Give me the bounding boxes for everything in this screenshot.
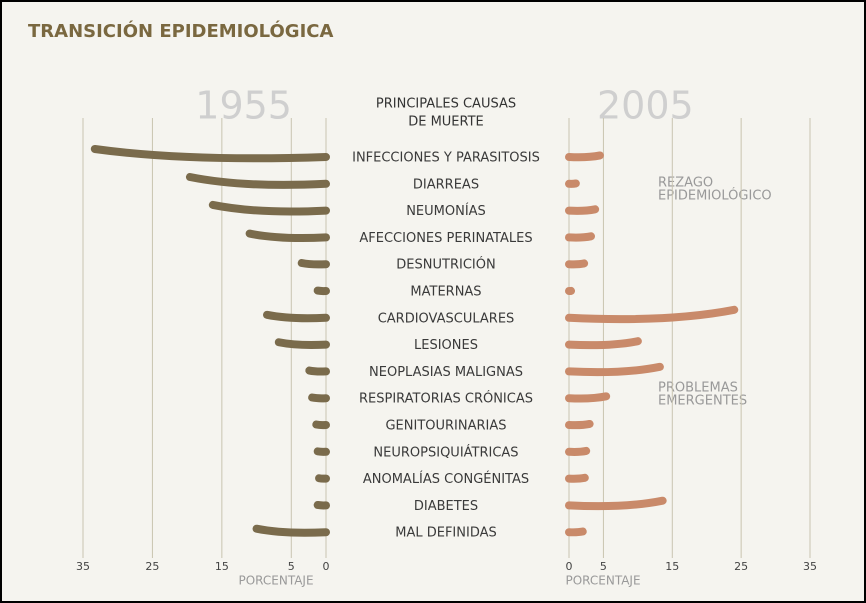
bar — [565, 473, 589, 483]
bar — [185, 172, 330, 189]
category-label: AFECCIONES PERINATALES — [359, 231, 532, 246]
annotation: EPIDEMIOLÓGICO — [658, 188, 772, 204]
bar — [565, 205, 600, 215]
bar — [262, 310, 330, 323]
bar — [565, 337, 642, 350]
series-title: 1955 — [195, 84, 292, 128]
category-label: GENITOURINARIAS — [385, 419, 506, 434]
annotation: REZAGO — [658, 176, 713, 191]
category-label: DIARREAS — [413, 177, 479, 192]
bar — [252, 524, 330, 537]
category-label: RESPIRATORIAS CRÓNICAS — [359, 391, 533, 407]
annotation: EMERGENTES — [658, 394, 747, 409]
x-tick-label: 35 — [76, 560, 90, 573]
bar — [565, 527, 587, 537]
bar — [565, 305, 739, 324]
bar — [565, 446, 591, 456]
x-tick-label: 0 — [323, 560, 330, 573]
header: DE MUERTE — [408, 115, 484, 130]
x-tick-label: 25 — [734, 560, 748, 573]
bar — [308, 393, 330, 403]
bar — [274, 338, 330, 349]
category-label: LESIONES — [414, 338, 478, 353]
chart-title: TRANSICIÓN EPIDEMIOLÓGICA — [28, 20, 333, 42]
bar — [565, 259, 589, 269]
annotation: PROBLEMAS — [658, 381, 738, 396]
category-label: DESNUTRICIÓN — [396, 257, 495, 273]
bar — [312, 420, 330, 430]
bar — [565, 392, 611, 403]
x-tick-label: 35 — [803, 560, 817, 573]
bar — [305, 366, 330, 376]
category-label: NEUROPSIQUIÁTRICAS — [373, 444, 518, 460]
category-label: MAL DEFINIDAS — [395, 526, 497, 541]
category-label: INFECCIONES Y PARASITOSIS — [352, 151, 540, 166]
bar — [565, 419, 594, 430]
x-tick-label: 0 — [566, 560, 573, 573]
x-tick-label: 15 — [215, 560, 229, 573]
category-label: ANOMALÍAS CONGÉNITAS — [363, 471, 529, 487]
x-tick-label: 5 — [600, 560, 607, 573]
bar — [90, 145, 330, 163]
x-tick-label: 15 — [665, 560, 679, 573]
bar — [208, 200, 330, 216]
x-axis-label: PORCENTAJE — [565, 574, 640, 588]
bar — [565, 151, 604, 162]
category-label: NEUMONÍAS — [406, 203, 486, 219]
x-axis-label: PORCENTAJE — [238, 574, 313, 588]
bar — [297, 258, 330, 269]
x-tick-label: 5 — [288, 560, 295, 573]
category-label: MATERNAS — [410, 285, 481, 300]
bar — [565, 496, 667, 511]
category-label: NEOPLASIAS MALIGNAS — [369, 365, 523, 380]
bar — [245, 229, 330, 243]
bar — [565, 362, 664, 377]
category-label: DIABETES — [414, 499, 478, 514]
category-label: CARDIOVASCULARES — [378, 311, 515, 326]
bar — [565, 232, 596, 242]
header: PRINCIPALES CAUSAS — [376, 97, 516, 112]
x-tick-label: 25 — [145, 560, 159, 573]
series-title: 2005 — [597, 84, 694, 128]
